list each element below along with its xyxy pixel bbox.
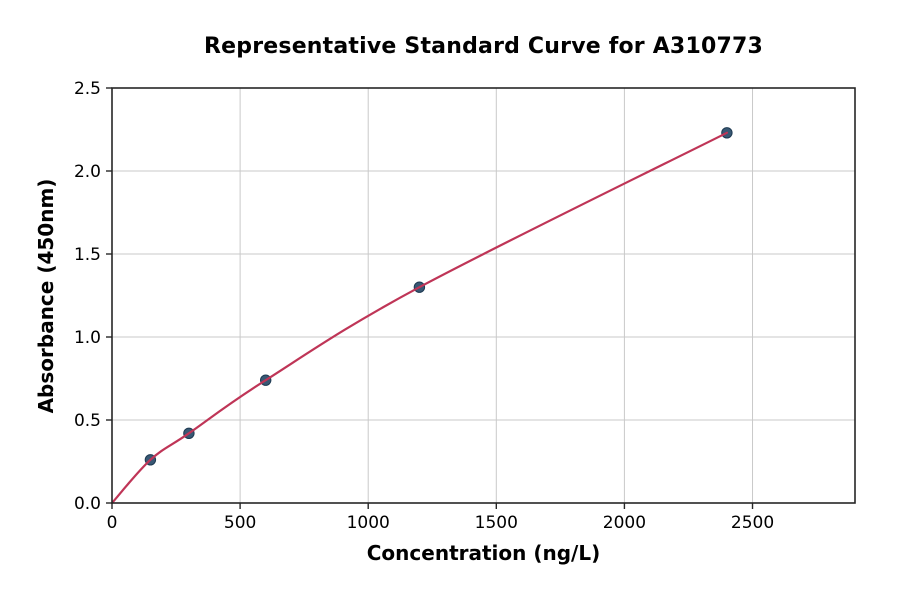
standard-curve-line <box>110 131 728 505</box>
y-tick-label: 2.0 <box>74 162 101 182</box>
plot-border <box>111 87 856 504</box>
y-tick-label: 1.5 <box>74 245 101 265</box>
y-tick-label: 0.5 <box>74 411 101 431</box>
y-tick-label: 1.0 <box>74 328 101 348</box>
y-tick-label: 2.5 <box>74 79 101 99</box>
y-axis-label: Absorbance (450nm) <box>34 178 58 414</box>
x-tick-label: 500 <box>224 513 256 533</box>
x-tick-label: 0 <box>107 513 118 533</box>
x-tick-label: 1000 <box>347 513 390 533</box>
x-tick-label: 1500 <box>475 513 518 533</box>
x-tick-label: 2500 <box>731 513 774 533</box>
x-tick-label: 2000 <box>603 513 646 533</box>
y-tick-label: 0.0 <box>74 494 101 514</box>
chart-title: Representative Standard Curve for A31077… <box>204 34 763 59</box>
x-axis-label: Concentration (ng/L) <box>366 541 601 565</box>
